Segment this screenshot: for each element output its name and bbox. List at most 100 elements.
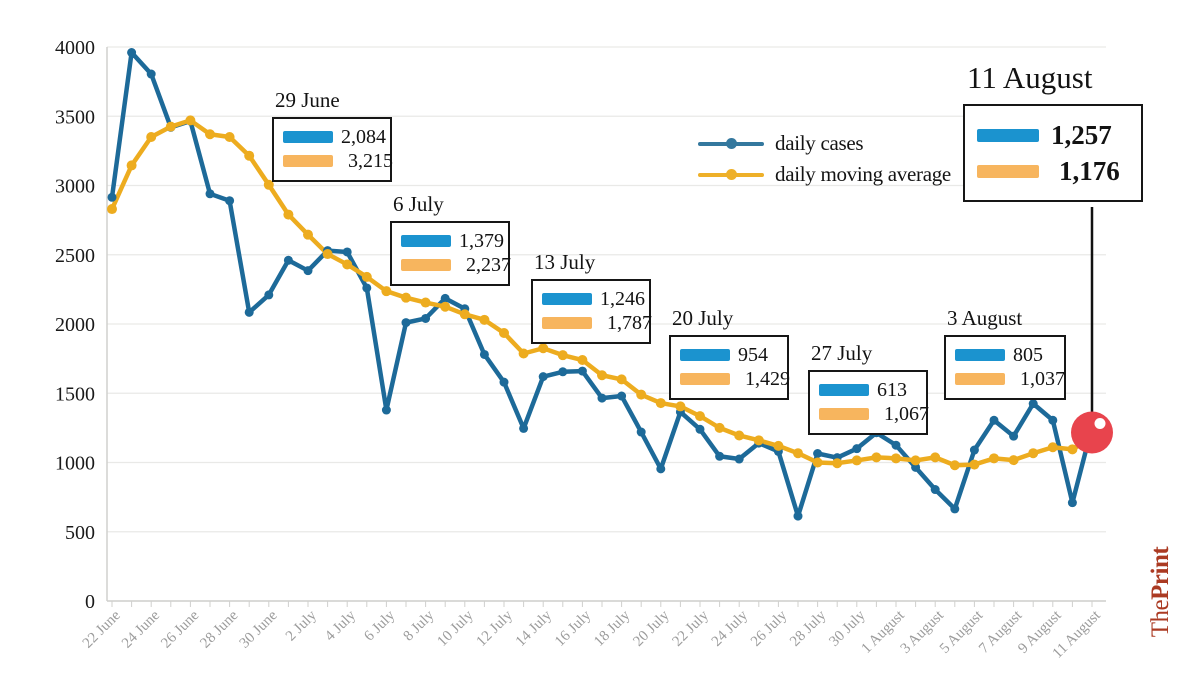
- moving-average-point: [459, 309, 470, 320]
- callout-29-june: 29 June 2,084 3,215: [272, 88, 393, 182]
- highlight-marker-shine: [1094, 418, 1106, 430]
- daily-cases-swatch: [819, 384, 869, 396]
- moving-average-swatch: [680, 373, 730, 385]
- callout-daily-row: 805: [955, 343, 1058, 367]
- legend-dot: [726, 138, 737, 149]
- logo-print: Print: [1147, 546, 1174, 600]
- moving-average-point: [401, 292, 411, 303]
- y-axis-label: 4000: [55, 37, 95, 59]
- x-axis-label: 8 July: [400, 607, 437, 644]
- callout-daily-row: 2,084: [283, 125, 386, 149]
- x-axis-label: 24 June: [119, 607, 163, 651]
- callout-box: 613 1,067: [808, 370, 929, 435]
- callout-average-row: 1,037: [955, 367, 1065, 391]
- moving-average-point: [636, 389, 647, 400]
- moving-average-point: [969, 459, 980, 470]
- callout-daily-row: 1,246: [542, 287, 645, 311]
- x-axis-label: 2 July: [283, 607, 320, 644]
- moving-average-point: [793, 448, 803, 459]
- callout-date: 6 July: [393, 192, 444, 216]
- moving-average-swatch: [977, 164, 1039, 178]
- daily-cases-point: [891, 440, 901, 450]
- legend-item-daily-cases: daily cases: [698, 128, 951, 159]
- moving-average-point: [773, 440, 784, 451]
- moving-average-point: [381, 286, 392, 297]
- x-axis-label: 20 July: [630, 607, 673, 650]
- moving-average-value: 3,215: [348, 149, 393, 172]
- moving-average-point: [557, 350, 568, 361]
- y-axis-label: 3000: [55, 176, 95, 198]
- daily-cases-point: [813, 448, 823, 458]
- daily-cases-point: [479, 349, 489, 359]
- callout-daily-row: 613: [819, 378, 920, 402]
- daily-cases-point: [1028, 399, 1038, 409]
- theprint-logo: ThePrint: [1147, 542, 1179, 642]
- moving-average-value: 1,787: [607, 311, 652, 334]
- x-axis-label: 4 July: [322, 607, 359, 644]
- moving-average-point: [479, 314, 490, 325]
- moving-average-point: [361, 271, 372, 282]
- callout-date: 13 July: [534, 250, 596, 274]
- moving-average-point: [714, 422, 725, 433]
- moving-average-point: [499, 328, 509, 339]
- moving-average-point: [538, 343, 549, 354]
- daily-cases-point: [264, 290, 274, 300]
- moving-average-point: [949, 460, 960, 471]
- moving-average-point: [165, 121, 176, 132]
- moving-average-point: [283, 209, 294, 220]
- daily-cases-point: [1067, 498, 1077, 508]
- moving-average-point: [107, 204, 117, 215]
- moving-average-swatch: [283, 155, 333, 167]
- callout-average-row: 1,067: [819, 402, 929, 426]
- daily-cases-point: [225, 196, 235, 206]
- daily-cases-legend-swatch-icon: [698, 138, 764, 149]
- moving-average-point: [812, 457, 823, 468]
- callout-box: 2,084 3,215: [272, 117, 393, 182]
- callout-date: 29 June: [275, 88, 340, 112]
- daily-cases-point: [303, 266, 313, 276]
- legend-label-daily-cases: daily cases: [775, 131, 864, 155]
- daily-cases-point: [695, 424, 705, 434]
- daily-cases-point: [381, 405, 391, 415]
- x-axis-label: 22 June: [80, 607, 124, 651]
- moving-average-point: [224, 132, 235, 143]
- callout-daily-row: 954: [680, 343, 781, 367]
- daily-cases-point: [715, 451, 725, 461]
- x-axis-label: 16 July: [552, 607, 595, 650]
- callout-daily-row: 1,379: [401, 229, 504, 253]
- x-axis-label: 30 June: [237, 607, 281, 651]
- daily-cases-point: [440, 293, 450, 303]
- logo-the: The: [1147, 599, 1174, 638]
- daily-cases-swatch: [542, 293, 592, 305]
- x-axis-label: 14 July: [513, 607, 556, 650]
- daily-cases-value: 1,246: [600, 287, 645, 310]
- y-axis-label: 1000: [55, 453, 95, 475]
- legend-dot: [726, 169, 737, 180]
- callout-average-row: 1,429: [680, 367, 790, 391]
- daily-cases-point: [519, 423, 529, 433]
- moving-average-swatch: [542, 317, 592, 329]
- y-axis-label: 2500: [55, 245, 95, 267]
- moving-average-point: [263, 179, 274, 190]
- moving-average-point: [753, 435, 764, 446]
- callout-average-row: 3,215: [283, 149, 393, 173]
- daily-cases-swatch: [955, 349, 1005, 361]
- callout-box: 1,379 2,237: [390, 221, 511, 286]
- x-axis-label: 6 July: [361, 607, 398, 644]
- daily-cases-point: [597, 393, 607, 403]
- daily-cases-point: [577, 366, 587, 376]
- callout-box: 954 1,429: [669, 335, 790, 400]
- daily-cases-point: [421, 313, 431, 323]
- daily-cases-point: [793, 511, 803, 521]
- daily-cases-point: [911, 462, 921, 472]
- daily-cases-point: [969, 445, 979, 455]
- daily-cases-value: 2,084: [341, 125, 386, 148]
- daily-cases-point: [146, 69, 156, 79]
- callout-box: 1,246 1,787: [531, 279, 652, 344]
- daily-cases-swatch: [283, 131, 333, 143]
- moving-average-point: [244, 150, 255, 161]
- daily-cases-value: 613: [877, 378, 907, 401]
- moving-average-value: 2,237: [466, 253, 511, 276]
- daily-cases-point: [401, 318, 411, 328]
